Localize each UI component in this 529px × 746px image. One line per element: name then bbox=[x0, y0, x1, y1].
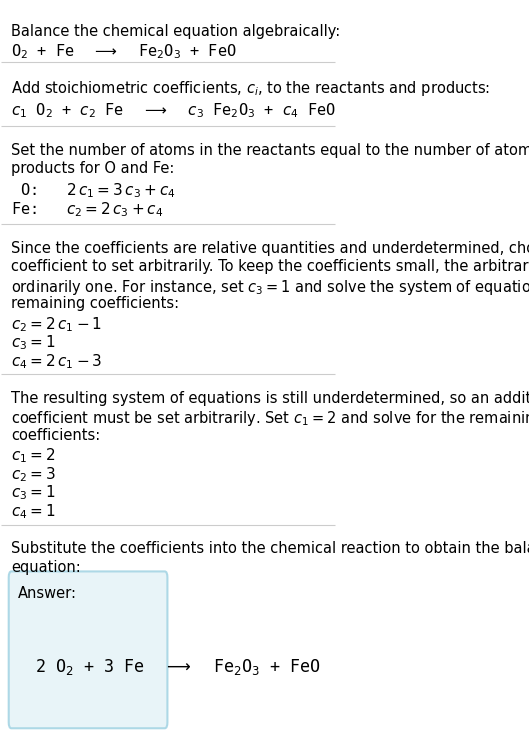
Text: O$_2$ + Fe  $\longrightarrow$  Fe$_2$O$_3$ + FeO: O$_2$ + Fe $\longrightarrow$ Fe$_2$O$_3$… bbox=[12, 43, 237, 61]
Text: $c_3 = 1$: $c_3 = 1$ bbox=[12, 483, 56, 503]
Text: coefficient to set arbitrarily. To keep the coefficients small, the arbitrary va: coefficient to set arbitrarily. To keep … bbox=[12, 260, 529, 275]
FancyBboxPatch shape bbox=[8, 571, 167, 728]
Text: $c_3 = 1$: $c_3 = 1$ bbox=[12, 333, 56, 352]
Text: $c_2 = 3$: $c_2 = 3$ bbox=[12, 466, 56, 484]
Text: O:   $2\,c_1 = 3\,c_3 + c_4$: O: $2\,c_1 = 3\,c_3 + c_4$ bbox=[12, 181, 176, 200]
Text: products for O and Fe:: products for O and Fe: bbox=[12, 161, 175, 176]
Text: coefficient must be set arbitrarily. Set $c_1 = 2$ and solve for the remaining: coefficient must be set arbitrarily. Set… bbox=[12, 410, 529, 428]
Text: $c_1 = 2$: $c_1 = 2$ bbox=[12, 447, 56, 466]
Text: Add stoichiometric coefficients, $c_i$, to the reactants and products:: Add stoichiometric coefficients, $c_i$, … bbox=[12, 79, 490, 98]
Text: Answer:: Answer: bbox=[17, 586, 76, 601]
Text: Balance the chemical equation algebraically:: Balance the chemical equation algebraica… bbox=[12, 24, 341, 39]
Text: Substitute the coefficients into the chemical reaction to obtain the balanced: Substitute the coefficients into the che… bbox=[12, 541, 529, 556]
Text: The resulting system of equations is still underdetermined, so an additional: The resulting system of equations is sti… bbox=[12, 391, 529, 406]
Text: remaining coefficients:: remaining coefficients: bbox=[12, 296, 179, 311]
Text: 2 O$_2$ + 3 Fe  $\longrightarrow$  Fe$_2$O$_3$ + FeO: 2 O$_2$ + 3 Fe $\longrightarrow$ Fe$_2$O… bbox=[35, 657, 321, 677]
Text: ordinarily one. For instance, set $c_3 = 1$ and solve the system of equations fo: ordinarily one. For instance, set $c_3 =… bbox=[12, 278, 529, 297]
Text: equation:: equation: bbox=[12, 560, 81, 574]
Text: Fe:   $c_2 = 2\,c_3 + c_4$: Fe: $c_2 = 2\,c_3 + c_4$ bbox=[12, 200, 164, 219]
Text: Set the number of atoms in the reactants equal to the number of atoms in the: Set the number of atoms in the reactants… bbox=[12, 142, 529, 157]
Text: coefficients:: coefficients: bbox=[12, 428, 101, 443]
Text: Since the coefficients are relative quantities and underdetermined, choose a: Since the coefficients are relative quan… bbox=[12, 241, 529, 256]
Text: $c_4 = 1$: $c_4 = 1$ bbox=[12, 502, 56, 521]
Text: $c_4 = 2\,c_1 - 3$: $c_4 = 2\,c_1 - 3$ bbox=[12, 352, 103, 371]
Text: $c_2 = 2\,c_1 - 1$: $c_2 = 2\,c_1 - 1$ bbox=[12, 315, 103, 333]
Text: $c_1$ O$_2$ + $c_2$ Fe  $\longrightarrow$  $c_3$ Fe$_2$O$_3$ + $c_4$ FeO: $c_1$ O$_2$ + $c_2$ Fe $\longrightarrow$… bbox=[12, 101, 336, 120]
